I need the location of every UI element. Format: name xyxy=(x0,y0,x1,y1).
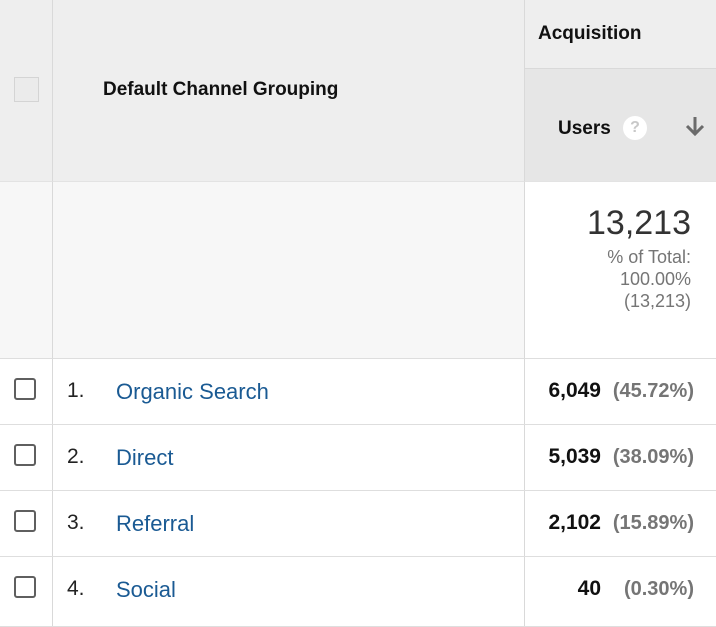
row-checkbox[interactable] xyxy=(14,510,36,532)
dimension-column-header[interactable]: Default Channel Grouping xyxy=(53,0,525,181)
totals-percent: % of Total: 100.00% (13,213) xyxy=(607,246,691,312)
channel-link[interactable]: Direct xyxy=(116,445,174,470)
table-row: 2. Direct 5,039 (38.09%) xyxy=(0,425,716,491)
table-row: 3. Referral 2,102 (15.89%) xyxy=(0,491,716,557)
users-value: 40 xyxy=(577,577,601,600)
row-checkbox[interactable] xyxy=(14,576,36,598)
row-index: 1. xyxy=(67,379,85,402)
row-check-cell xyxy=(0,491,53,556)
select-all-column-header xyxy=(0,0,53,181)
totals-percent-count: (13,213) xyxy=(623,291,691,311)
totals-dimension-cell xyxy=(53,181,525,359)
row-checkbox[interactable] xyxy=(14,378,36,400)
row-check-cell xyxy=(0,557,53,626)
row-index: 2. xyxy=(67,445,85,468)
select-all-checkbox[interactable] xyxy=(14,77,39,102)
table-row: 4. Social 40 (0.30%) xyxy=(0,557,716,627)
row-users-cell: 40 (0.30%) xyxy=(525,557,716,626)
channel-link[interactable]: Referral xyxy=(116,511,195,536)
totals-check-cell xyxy=(0,181,53,359)
row-index: 3. xyxy=(67,511,85,534)
users-percent: (0.30%) xyxy=(623,578,694,600)
totals-value: 13,213 xyxy=(587,204,691,242)
row-dimension-cell: 3. Referral xyxy=(53,491,525,556)
channel-link[interactable]: Social xyxy=(116,577,176,602)
row-check-cell xyxy=(0,425,53,490)
row-users-cell: 2,102 (15.89%) xyxy=(525,491,716,556)
dimension-header-label: Default Channel Grouping xyxy=(103,79,339,100)
row-users-cell: 5,039 (38.09%) xyxy=(525,425,716,490)
users-value: 6,049 xyxy=(548,379,601,402)
row-index: 4. xyxy=(67,577,85,600)
users-value: 5,039 xyxy=(548,445,601,468)
arrow-down-icon[interactable] xyxy=(684,114,706,138)
row-dimension-cell: 1. Organic Search xyxy=(53,359,525,424)
table-row: 1. Organic Search 6,049 (45.72%) xyxy=(0,359,716,425)
row-check-cell xyxy=(0,359,53,424)
users-value: 2,102 xyxy=(548,511,601,534)
row-users-cell: 6,049 (45.72%) xyxy=(525,359,716,424)
users-header-label: Users xyxy=(558,118,611,139)
totals-percent-label: % of Total: xyxy=(607,247,691,267)
channel-link[interactable]: Organic Search xyxy=(116,379,269,404)
totals-users-cell: 13,213 % of Total: 100.00% (13,213) xyxy=(525,181,716,359)
row-dimension-cell: 4. Social xyxy=(53,557,525,626)
question-icon[interactable]: ? xyxy=(623,116,647,140)
users-column-header[interactable]: Users ? xyxy=(525,69,716,181)
users-percent: (38.09%) xyxy=(612,446,694,468)
users-percent: (45.72%) xyxy=(612,380,694,402)
users-percent: (15.89%) xyxy=(612,512,694,534)
acquisition-header-label: Acquisition xyxy=(538,23,642,44)
acquisition-group-header: Acquisition xyxy=(525,0,716,69)
row-checkbox[interactable] xyxy=(14,444,36,466)
totals-percent-value: 100.00% xyxy=(619,269,691,289)
row-dimension-cell: 2. Direct xyxy=(53,425,525,490)
